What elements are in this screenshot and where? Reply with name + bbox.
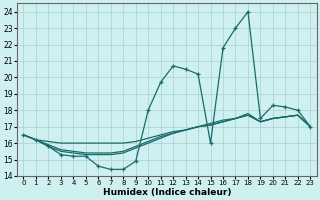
X-axis label: Humidex (Indice chaleur): Humidex (Indice chaleur) bbox=[103, 188, 231, 197]
